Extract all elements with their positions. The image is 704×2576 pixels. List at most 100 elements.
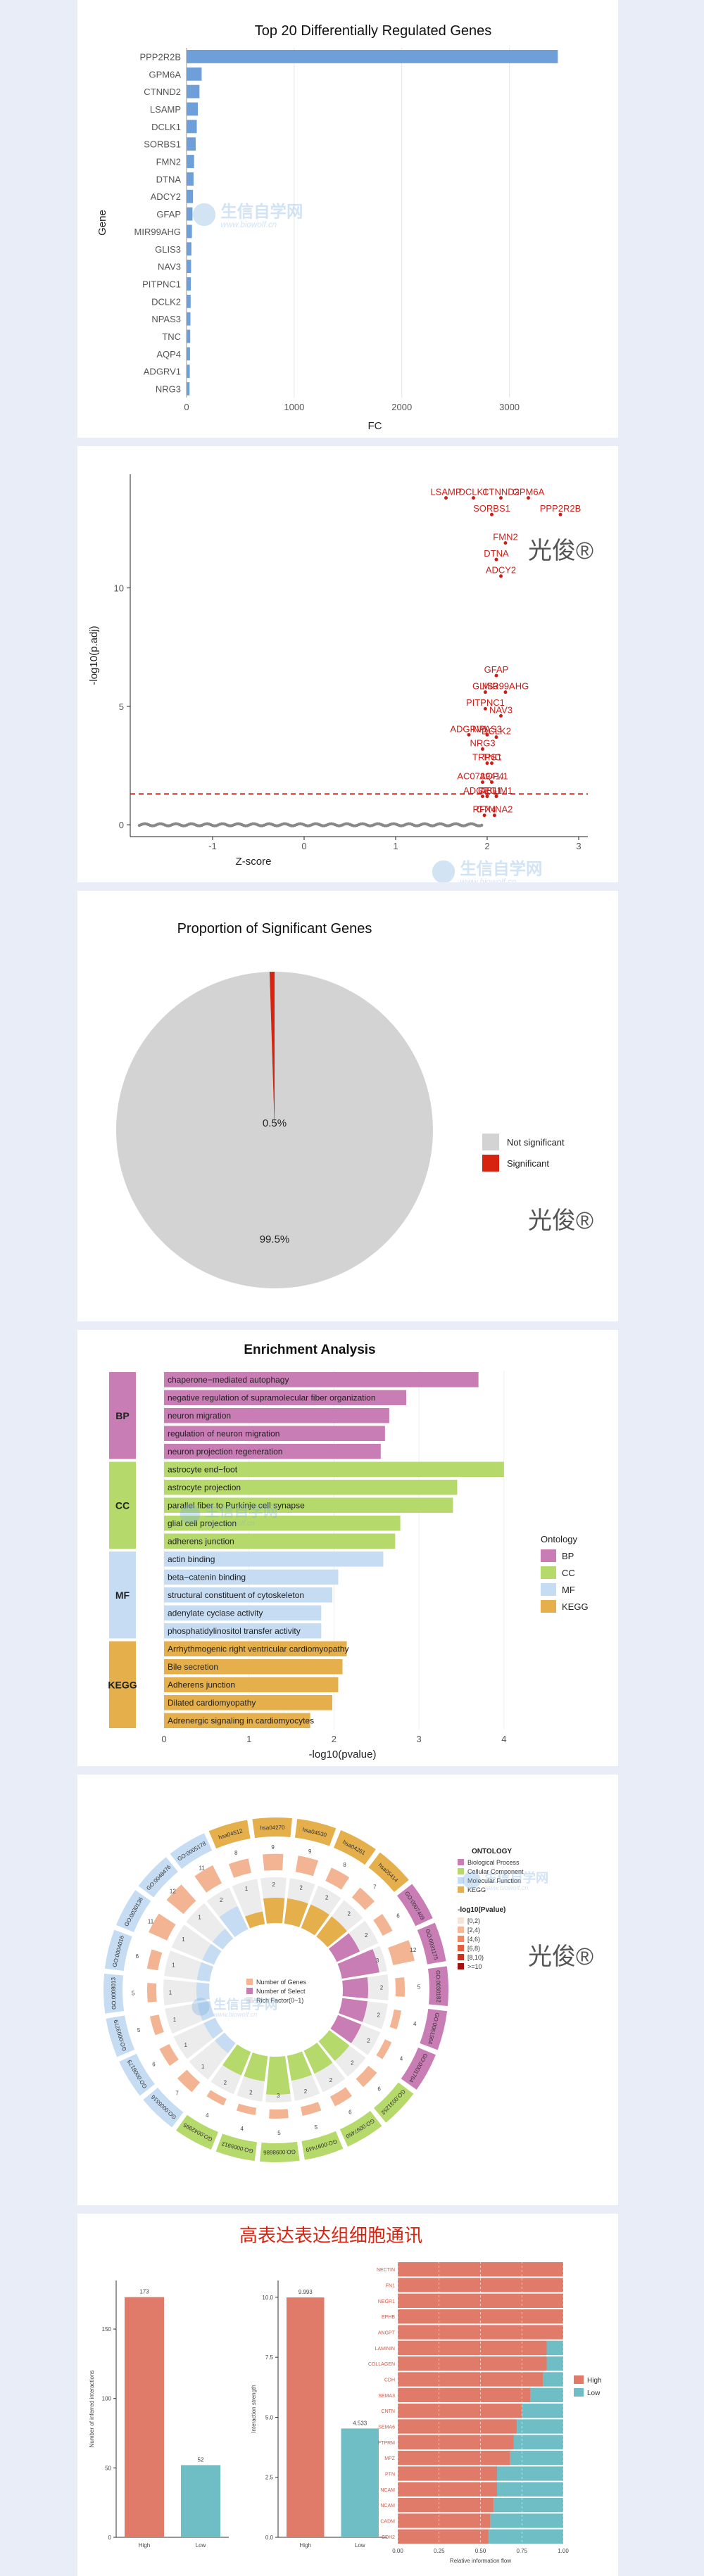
gene-count-bar — [376, 2039, 392, 2060]
term-label: Dilated cardiomyopathy — [168, 1698, 256, 1708]
brand-watermark: 光俊® — [528, 1207, 593, 1234]
x-tick-label: 0.75 — [516, 2548, 527, 2554]
y-tick-label: 0.0 — [265, 2534, 274, 2541]
select-label: 2 — [329, 2077, 333, 2083]
legend-label: BP — [562, 1551, 574, 1561]
bar — [187, 189, 194, 203]
select-label: 1 — [182, 1936, 185, 1943]
legend-label: Not significant — [507, 1137, 565, 1148]
circos-panel: GO:0030136 11 1 GO:0048476 12 1 GO:0005178 11 2 h… — [77, 1775, 618, 2205]
x-axis-label: -log10(pvalue) — [309, 1749, 377, 1760]
select-bar — [316, 1916, 347, 1948]
legend-label: [4,6) — [467, 1936, 480, 1943]
legend-label: Significant — [507, 1158, 549, 1169]
sector-ring — [143, 2088, 184, 2128]
legend-swatch — [541, 1566, 556, 1579]
enrichment-bar — [164, 1659, 343, 1675]
select-label: 2 — [325, 1894, 329, 1901]
flow-bar-high — [398, 2325, 563, 2340]
bar-value-label: 9.993 — [298, 2289, 313, 2295]
gene-count-label: 11 — [199, 1865, 206, 1871]
legend-swatch — [458, 1927, 464, 1933]
legend-label: >=10 — [467, 1963, 482, 1970]
sector-ring — [397, 1884, 433, 1927]
sig-point — [467, 732, 471, 737]
y-tick-label: 5.0 — [265, 2414, 274, 2420]
bar — [187, 347, 190, 361]
site-watermark-cn: 生信自学网 — [205, 1503, 278, 1520]
pathway-label: NEGR1 — [378, 2299, 395, 2304]
gene-count-label: 7 — [175, 2090, 179, 2097]
volcano-chart: -1 0 1 2 3 0 5 10 Z-score -log10(p.adj) LSAMPDCLK1… — [88, 474, 593, 882]
gene-count-label: 5 — [277, 2130, 281, 2136]
sig-point — [503, 690, 508, 694]
select-bar — [214, 2032, 236, 2054]
gene-label: AC073941.1 — [457, 771, 508, 782]
legend-swatch — [541, 1600, 556, 1613]
gene-count-bar — [295, 1855, 319, 1877]
legend-swatch — [458, 1859, 464, 1865]
select-bar — [196, 1982, 210, 2001]
select-bar — [196, 1962, 213, 1982]
pathway-label: FN1 — [386, 2284, 395, 2289]
sig-point — [494, 735, 498, 740]
enrichment-bar — [164, 1461, 504, 1477]
sector-id: hsa04270 — [260, 1825, 285, 1832]
group-strip — [109, 1372, 136, 1459]
y-axis-label: Number of inferred interactions — [89, 2371, 95, 2448]
enrichment-title: Enrichment Analysis — [244, 1343, 375, 1357]
pathway-label: PTPRM — [378, 2441, 396, 2446]
x-tick-label: 3 — [576, 841, 581, 851]
gene-label: NAV3 — [489, 704, 513, 715]
gene-label: DTNA — [484, 548, 509, 559]
select-label: 1 — [245, 1886, 249, 1892]
bar — [187, 137, 196, 151]
select-label: 2 — [380, 1985, 384, 1991]
sig-point — [494, 673, 498, 678]
inner-legend-label: Number of Select — [256, 1988, 306, 1995]
inner-legend-label: Rich Factor(0~1) — [256, 1997, 303, 2004]
pathway-label: CDH — [384, 2378, 395, 2383]
bar — [187, 84, 200, 99]
sig-point — [483, 706, 487, 711]
x-tick-label: 4 — [501, 1734, 506, 1744]
gene-label: GFAP — [484, 664, 509, 675]
gene-count-bar — [177, 2069, 201, 2093]
x-tick-label: 1 — [246, 1734, 251, 1744]
group-strip — [109, 1461, 136, 1549]
bar — [187, 329, 191, 343]
gene-count-label: 6 — [348, 2109, 352, 2116]
enrichment-bar — [164, 1605, 322, 1620]
top-genes-panel: Top 20 Differentially Regulated Genes FC… — [77, 0, 618, 438]
y-tick-label: 5 — [119, 702, 124, 712]
legend-title: Ontology — [541, 1534, 578, 1544]
gene-label: NRG3 — [470, 737, 495, 748]
site-watermark-logo — [432, 860, 455, 882]
select-label: 3 — [277, 2093, 280, 2099]
enrichment-bar — [164, 1569, 339, 1585]
site-watermark-url: www.biowolf.cn — [484, 1884, 528, 1891]
legend-label: CC — [562, 1568, 575, 1578]
term-label: chaperone−mediated autophagy — [168, 1375, 289, 1385]
enrichment-bar — [164, 1390, 407, 1405]
select-label: 1 — [184, 2042, 188, 2048]
sig-point — [485, 794, 489, 799]
bar — [187, 242, 191, 256]
x-tick-label: 1 — [393, 841, 398, 851]
flow-bar-low — [530, 2387, 563, 2402]
bar — [187, 102, 199, 116]
gene-label: FMN2 — [493, 532, 517, 543]
gene-label: SORBS1 — [473, 503, 510, 514]
y-tick-label: DCLK2 — [151, 296, 181, 307]
flow-bar-low — [517, 2419, 563, 2434]
y-tick-label: TNC — [162, 331, 181, 342]
term-label: phosphatidylinositol transfer activity — [168, 1626, 301, 1636]
pathway-label: LAMININ — [375, 2347, 395, 2352]
flow-bar-low — [522, 2404, 563, 2418]
sector-ring — [208, 1820, 251, 1849]
legend-swatch — [541, 1583, 556, 1596]
sector-ring — [116, 1890, 151, 1932]
flow-bar-high — [398, 2466, 497, 2481]
y-tick-label: NAV3 — [158, 262, 181, 272]
